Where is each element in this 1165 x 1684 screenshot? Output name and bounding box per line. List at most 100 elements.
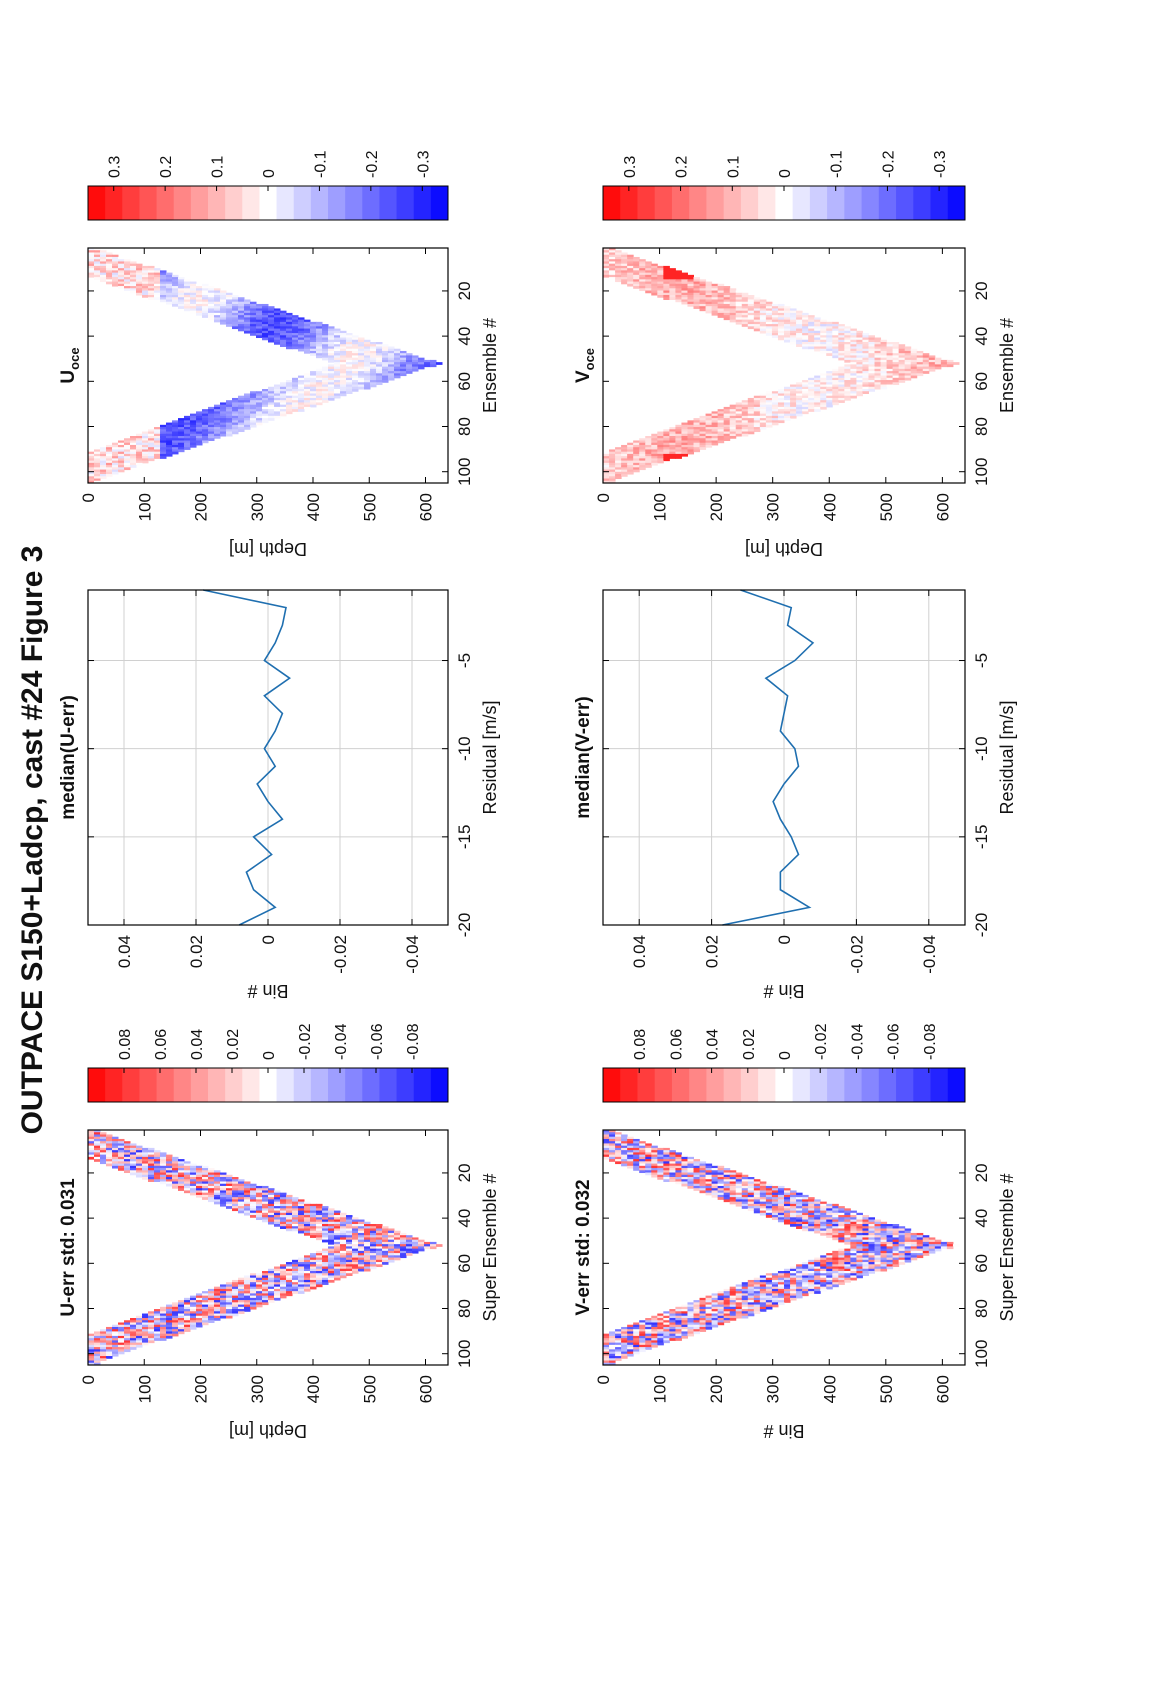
heatmap-cell (760, 1309, 767, 1312)
median-u-err-title: median(U-err) (58, 695, 79, 820)
colorbar-swatch (948, 1068, 966, 1102)
heatmap-cell (394, 376, 401, 379)
colorbar-swatch (277, 1068, 295, 1102)
heatmap-cell (148, 458, 155, 461)
heatmap-cell (645, 1347, 652, 1350)
heatmap-cell (262, 1302, 269, 1305)
heatmap-cell (838, 1282, 845, 1285)
heatmap-cell (796, 1296, 803, 1299)
heatmap-cell (790, 1224, 797, 1227)
heatmap-cell (274, 416, 281, 419)
heatmap-cell (88, 1157, 95, 1160)
median-v-err-xtick-label: -10 (972, 736, 991, 761)
u-oce-ytick-label: 500 (360, 493, 379, 521)
heatmap-cell (875, 1269, 882, 1272)
figure-title: OUTPACE S150+Ladcp, cast #24 Figure 3 (16, 546, 49, 1135)
heatmap-cell (196, 313, 203, 316)
heatmap-cell (832, 1284, 839, 1287)
u-oce-colorbar-tick-label: -0.1 (312, 150, 329, 178)
median-v-err-ytick-label: 0.04 (630, 935, 649, 968)
heatmap-cell (256, 335, 263, 338)
heatmap-cell (100, 476, 107, 479)
colorbar-swatch (431, 186, 449, 220)
heatmap-cell (382, 380, 389, 383)
heatmap-cell (136, 293, 143, 296)
heatmap-cell (694, 1188, 701, 1191)
heatmap-cell (754, 1211, 761, 1214)
heatmap-cell (310, 1287, 317, 1290)
heatmap-cell (304, 407, 311, 410)
colorbar-swatch (88, 186, 106, 220)
colorbar-swatch (122, 1068, 140, 1102)
colorbar-swatch (741, 1068, 759, 1102)
heatmap-cell (639, 1170, 646, 1173)
heatmap-cell (226, 1316, 233, 1319)
heatmap-cell (190, 1327, 197, 1330)
heatmap-cell (184, 308, 191, 311)
heatmap-cell (424, 1246, 431, 1249)
v-err-axis-label-bottom: Super Ensemble # (997, 1173, 1017, 1321)
heatmap-cell (772, 1217, 779, 1220)
v-err-ytick-label: 200 (707, 1375, 726, 1403)
v-err-colorbar-tick-label: 0.06 (668, 1029, 685, 1060)
heatmap-cell (418, 1249, 425, 1252)
heatmap-cell (947, 1246, 954, 1249)
heatmap-cell (621, 1164, 628, 1167)
colorbar-swatch (328, 1068, 346, 1102)
heatmap-cell (603, 1157, 610, 1160)
heatmap-cell (148, 297, 155, 300)
heatmap-cell (232, 326, 239, 329)
heatmap-cell (286, 346, 293, 349)
median-v-err-xtick-label: -15 (972, 825, 991, 850)
heatmap-cell (718, 1197, 725, 1200)
heatmap-cell (412, 369, 419, 372)
colorbar-swatch (311, 186, 329, 220)
heatmap-cell (700, 1329, 707, 1332)
heatmap-cell (256, 423, 263, 426)
heatmap-cell (166, 302, 173, 305)
heatmap-cell (694, 1331, 701, 1334)
heatmap-cell (88, 275, 95, 278)
u-err-colorbar-tick-label: -0.08 (405, 1023, 422, 1060)
heatmap-cell (148, 1340, 155, 1343)
colorbar-swatch (277, 186, 295, 220)
heatmap-cell (106, 282, 113, 285)
heatmap-cell (160, 456, 167, 459)
heatmap-cell (310, 405, 317, 408)
heatmap-cell (118, 1352, 125, 1355)
colorbar-swatch (328, 186, 346, 220)
heatmap-cell (220, 322, 227, 325)
heatmap-cell (298, 1231, 305, 1234)
heatmap-cell (298, 1291, 305, 1294)
heatmap-cell (627, 1166, 634, 1169)
heatmap-cell (106, 474, 113, 477)
heatmap-cell (136, 463, 143, 466)
colorbar-swatch (896, 1068, 914, 1102)
colorbar-swatch (105, 186, 123, 220)
heatmap-cell (712, 1195, 719, 1198)
heatmap-cell (208, 1199, 215, 1202)
heatmap-cell (436, 1244, 443, 1247)
heatmap-cell (226, 324, 233, 327)
heatmap-cell (400, 1255, 407, 1258)
heatmap-cell (250, 333, 257, 336)
u-err-xtick-label: 60 (455, 1254, 474, 1273)
heatmap-cell (609, 1159, 616, 1162)
heatmap-cell (778, 1302, 785, 1305)
colorbar-swatch (174, 186, 192, 220)
heatmap-cell (657, 1177, 664, 1180)
heatmap-cell (112, 472, 119, 475)
heatmap-cell (358, 387, 365, 390)
u-err-axis-label-left: Depth [m] (229, 1421, 307, 1441)
heatmap-cell (681, 1336, 688, 1339)
heatmap-cell (142, 295, 149, 298)
heatmap-cell (304, 1289, 311, 1292)
heatmap-cell (400, 373, 407, 376)
heatmap-cell (280, 1226, 287, 1229)
heatmap-cell (226, 434, 233, 437)
u-oce-ytick-label: 0 (79, 493, 98, 502)
colorbar-swatch (637, 1068, 655, 1102)
heatmap-cell (687, 1334, 694, 1337)
colorbar-swatch (672, 1068, 690, 1102)
heatmap-cell (250, 425, 257, 428)
